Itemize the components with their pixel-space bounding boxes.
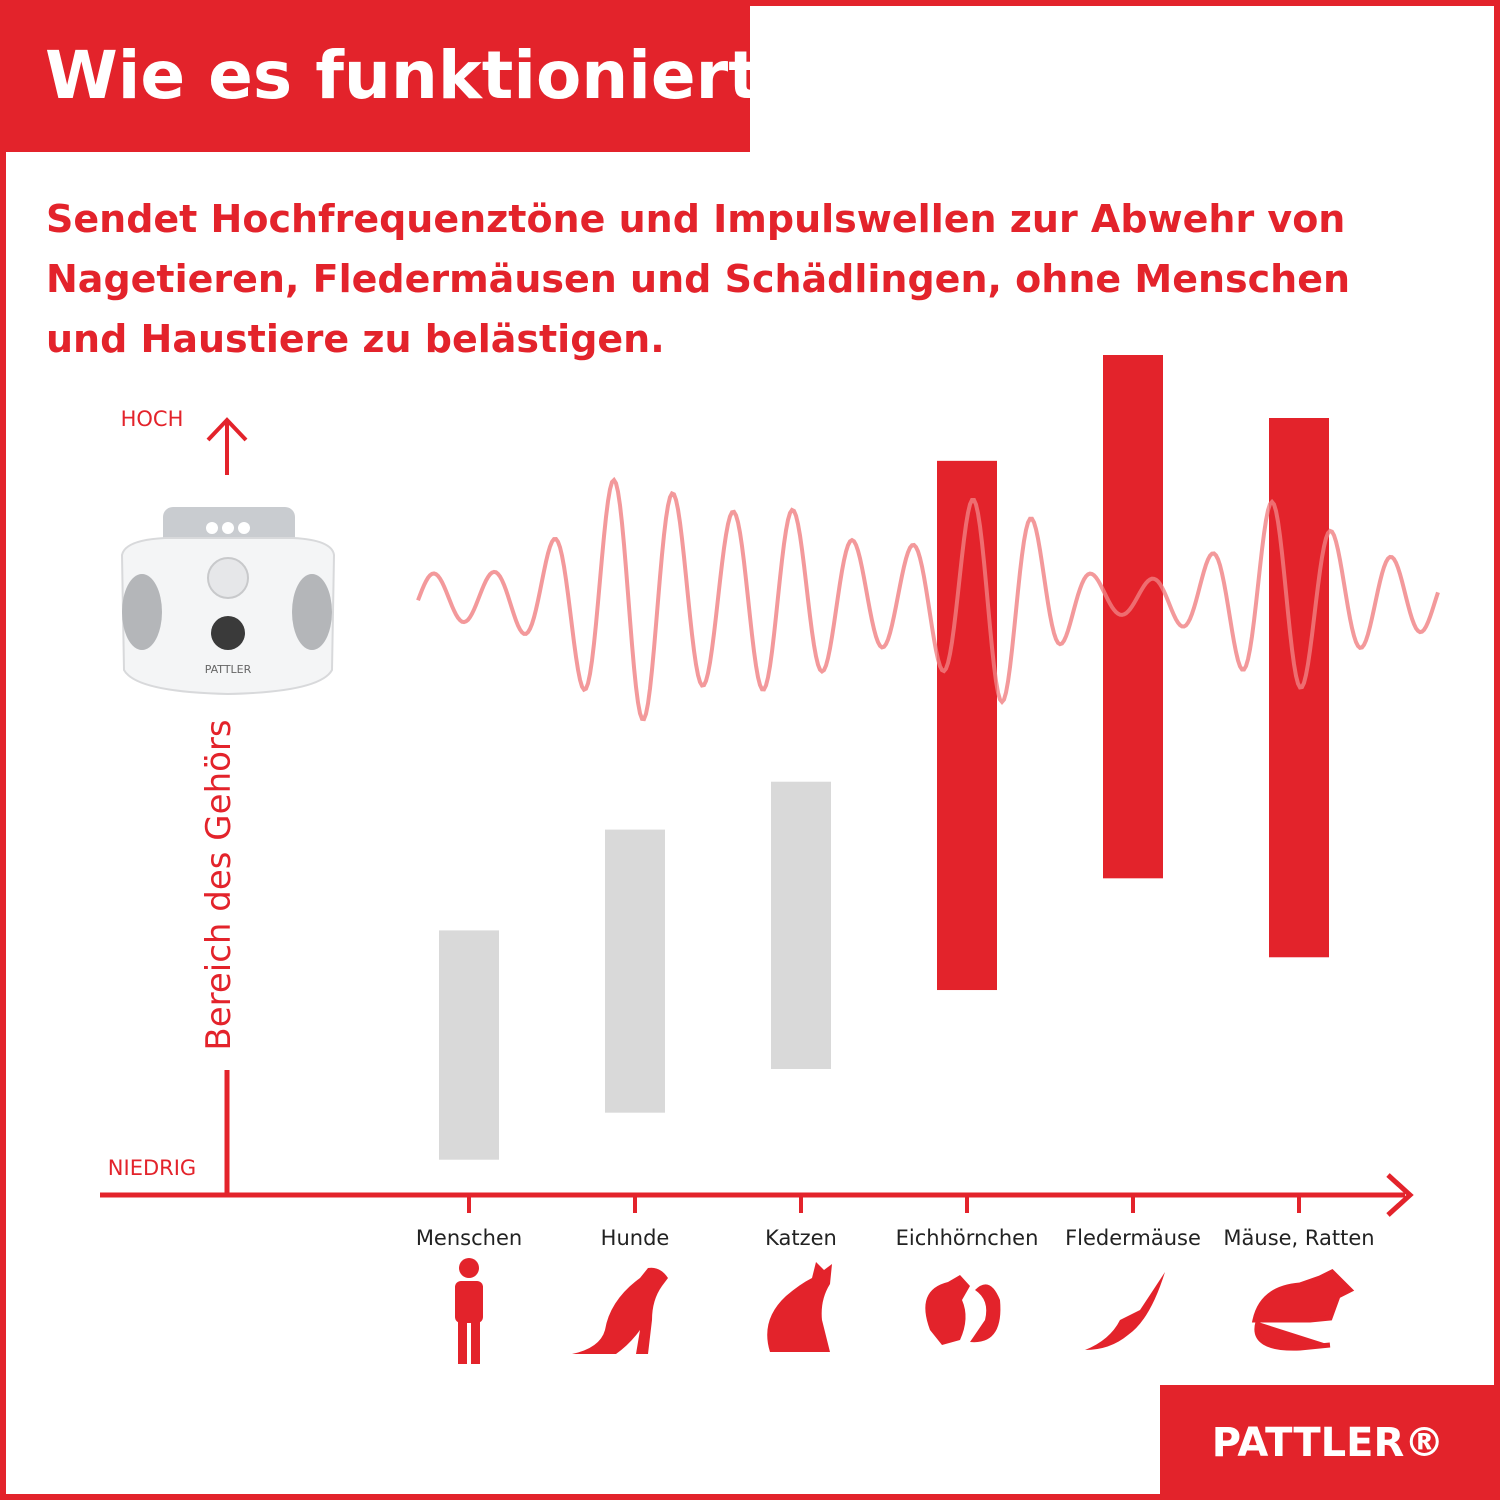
- icon-dog: [572, 1267, 668, 1354]
- x-arrow-head: [1386, 1173, 1414, 1217]
- y-low-label: NIEDRIG: [108, 1156, 196, 1180]
- bar: [439, 930, 499, 1160]
- y-arrow-head: [206, 417, 248, 442]
- icon-squirrel: [925, 1275, 1001, 1345]
- bar: [1103, 355, 1163, 879]
- bars: [439, 355, 1329, 1160]
- x-tick-label: Eichhörnchen: [896, 1226, 1039, 1250]
- icon-rat: [1251, 1268, 1355, 1351]
- bar: [771, 781, 831, 1069]
- x-tick-label: Hunde: [601, 1226, 670, 1250]
- title: Wie es funktioniert: [45, 37, 760, 114]
- x-tick-label: Katzen: [765, 1226, 837, 1250]
- x-tick-label: Mäuse, Ratten: [1223, 1226, 1374, 1250]
- icon-cat: [767, 1262, 832, 1352]
- brand: PATTLER®: [1212, 1420, 1445, 1466]
- brand-box: [1160, 1385, 1500, 1500]
- device: PATTLER: [120, 507, 336, 696]
- icon-human: [455, 1258, 483, 1364]
- icons: [455, 1258, 1355, 1364]
- y-axis-label: Bereich des Gehörs: [199, 719, 239, 1050]
- svg-text:PATTLER: PATTLER: [205, 663, 252, 676]
- category-labels: Menschen Hunde Katzen Eichhörnchen Fledermäu…: [416, 1195, 1375, 1250]
- wave: [416, 476, 1440, 722]
- subtitle-line: und Haustiere zu belästigen.: [46, 317, 665, 361]
- bar: [937, 460, 997, 991]
- subtitle-line: Nagetieren, Fledermäusen und Schädlingen…: [46, 257, 1350, 301]
- x-tick-label: Menschen: [416, 1226, 522, 1250]
- y-high-label: HOCH: [121, 407, 184, 431]
- subtitle-line: Sendet Hochfrequenztöne und Impulswellen…: [46, 197, 1345, 241]
- bar: [605, 829, 665, 1113]
- title-box: [0, 0, 750, 152]
- icon-bat: [1085, 1272, 1165, 1350]
- x-tick-label: Fledermäuse: [1065, 1226, 1201, 1250]
